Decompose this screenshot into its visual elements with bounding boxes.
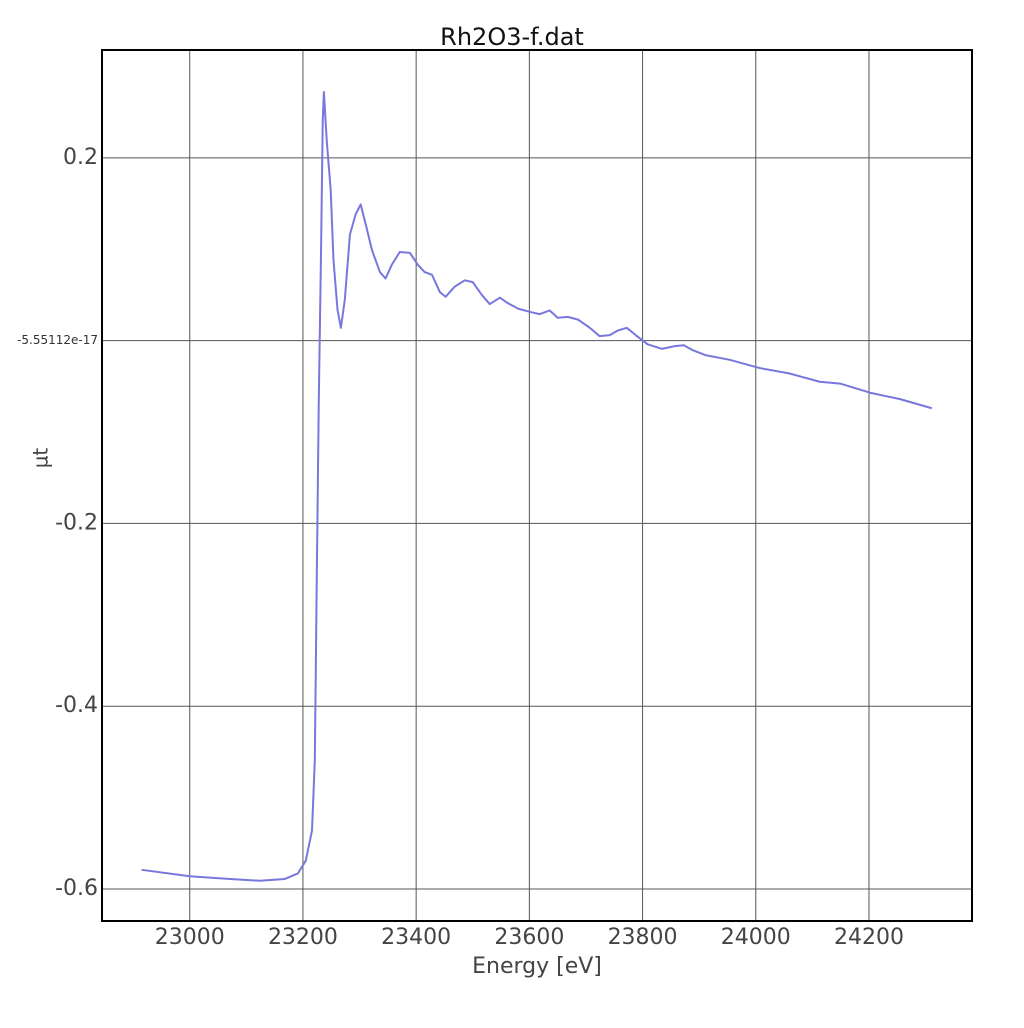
chart-title: Rh2O3-f.dat [440,23,584,51]
x-tick-label: 23800 [608,925,678,950]
y-tick-label: -5.55112e-17 [17,333,98,347]
plot-frame [101,49,973,922]
y-tick-label: 0.2 [63,145,98,170]
y-tick-label: -0.2 [55,510,98,535]
data-line [141,91,933,882]
y-tick-label: -0.4 [55,693,98,718]
x-tick-label: 23600 [494,925,564,950]
x-tick-label: 23400 [381,925,451,950]
y-tick-label: -0.6 [55,876,98,901]
x-tick-label: 24000 [721,925,791,950]
y-axis-label: µt [29,448,53,469]
x-tick-label: 23000 [155,925,225,950]
x-tick-label: 23200 [268,925,338,950]
x-axis-label: Energy [eV] [472,954,602,979]
x-tick-label: 24200 [834,925,904,950]
